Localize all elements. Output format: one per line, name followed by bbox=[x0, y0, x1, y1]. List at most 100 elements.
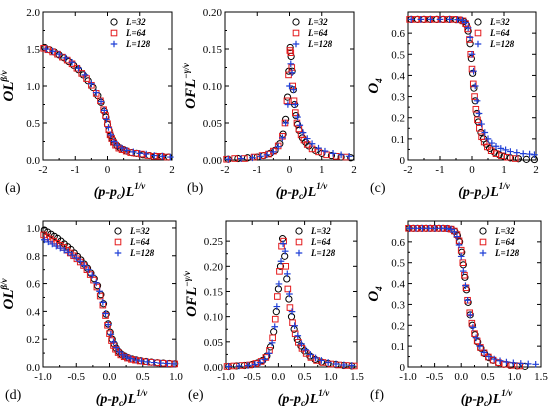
x-tick-label: 0.5 bbox=[136, 371, 150, 383]
data-point bbox=[469, 80, 477, 88]
data-point bbox=[113, 141, 121, 149]
y-tick-label: 0.1 bbox=[391, 134, 405, 146]
data-point bbox=[284, 101, 292, 108]
data-point bbox=[286, 290, 293, 298]
x-tick-label: 1.5 bbox=[350, 371, 364, 383]
data-point bbox=[407, 16, 415, 23]
x-tick-label: -0.5 bbox=[243, 371, 261, 383]
data-point bbox=[93, 283, 101, 291]
data-point bbox=[461, 271, 468, 279]
data-point bbox=[44, 46, 52, 54]
data-point bbox=[284, 285, 292, 293]
legend-marker bbox=[474, 18, 482, 26]
data-point bbox=[130, 148, 137, 156]
data-point bbox=[294, 332, 302, 340]
data-point bbox=[237, 155, 245, 162]
data-point bbox=[116, 348, 123, 356]
panel-label: (e) bbox=[188, 388, 204, 403]
data-point bbox=[112, 344, 120, 351]
data-point bbox=[164, 360, 171, 367]
data-point bbox=[235, 362, 243, 370]
data-point bbox=[75, 64, 82, 72]
data-point bbox=[102, 310, 109, 317]
legend-label: L=32 bbox=[489, 17, 510, 27]
legend-marker bbox=[110, 18, 118, 26]
x-tick-label: -0.5 bbox=[426, 371, 444, 383]
data-point bbox=[249, 154, 256, 162]
data-point bbox=[108, 337, 115, 344]
data-point bbox=[97, 98, 105, 105]
data-point bbox=[262, 354, 270, 361]
y-tick-label: 0.4 bbox=[26, 306, 40, 318]
data-point bbox=[464, 296, 471, 304]
y-tick-label: 1.0 bbox=[26, 81, 40, 93]
legend-marker bbox=[295, 249, 303, 257]
data-point bbox=[62, 54, 69, 62]
y-tick-label: 0.05 bbox=[204, 337, 224, 349]
legend-label: L=128 bbox=[307, 39, 333, 49]
legend-marker bbox=[114, 249, 122, 257]
data-point bbox=[224, 155, 232, 163]
y-axis-label: OLβ/ν bbox=[0, 69, 17, 101]
data-point bbox=[122, 147, 130, 155]
data-point bbox=[106, 330, 113, 337]
y-tick-label: 0.8 bbox=[26, 251, 40, 263]
data-point bbox=[282, 263, 290, 270]
legend-label: L=64 bbox=[489, 28, 510, 38]
legend-marker bbox=[292, 18, 300, 26]
x-tick-label: -1.0 bbox=[217, 371, 235, 383]
x-tick-label: 0.5 bbox=[481, 371, 495, 383]
data-point bbox=[302, 346, 309, 354]
data-point bbox=[291, 322, 298, 330]
y-tick-label: 0.5 bbox=[26, 118, 40, 130]
data-point bbox=[281, 247, 289, 255]
data-point bbox=[470, 84, 478, 92]
data-point bbox=[288, 69, 296, 76]
series-l-64 bbox=[223, 237, 358, 370]
data-point bbox=[510, 359, 517, 367]
data-point bbox=[231, 155, 238, 162]
x-axis-label: (p-pc)L1/ν bbox=[278, 388, 331, 408]
data-point bbox=[472, 105, 480, 113]
series-l-128 bbox=[407, 16, 538, 159]
data-point bbox=[427, 16, 434, 23]
y-tick-label: 0.00 bbox=[204, 362, 224, 374]
legend-label: L=128 bbox=[129, 248, 155, 258]
legend-marker bbox=[292, 40, 300, 48]
series-l-32 bbox=[41, 43, 173, 161]
data-point bbox=[270, 148, 277, 156]
legend-label: L=64 bbox=[129, 237, 150, 247]
data-point bbox=[142, 150, 150, 158]
data-point bbox=[110, 338, 117, 346]
data-point bbox=[286, 304, 294, 311]
series-l-128 bbox=[225, 240, 356, 370]
y-tick-label: 0.5 bbox=[391, 258, 405, 270]
data-point bbox=[170, 360, 178, 368]
series-l-128 bbox=[42, 45, 174, 161]
x-tick-label: 0.0 bbox=[272, 371, 286, 383]
y-tick-label: 0.2 bbox=[26, 334, 40, 346]
data-point bbox=[96, 292, 104, 300]
data-point bbox=[345, 153, 353, 160]
data-point bbox=[250, 153, 258, 161]
data-point bbox=[425, 225, 433, 232]
y-tick-label: 0.0 bbox=[26, 155, 40, 167]
y-axis-label: OFL−γ/ν bbox=[181, 62, 199, 109]
data-point bbox=[507, 148, 514, 155]
data-point bbox=[275, 280, 283, 288]
x-tick-label: -1 bbox=[253, 164, 262, 176]
panel-label: (a) bbox=[5, 181, 21, 196]
data-point bbox=[274, 293, 281, 300]
data-point bbox=[467, 54, 475, 63]
data-point bbox=[144, 152, 152, 159]
data-point bbox=[123, 353, 131, 361]
y-tick-label: 1.0 bbox=[26, 223, 40, 235]
data-point bbox=[417, 16, 425, 23]
data-point bbox=[347, 154, 355, 162]
data-point bbox=[531, 151, 538, 159]
legend: L=32L=64L=128 bbox=[295, 226, 336, 258]
data-point bbox=[332, 360, 340, 368]
legend-label: L=64 bbox=[125, 28, 146, 38]
y-tick-label: 0.2 bbox=[391, 320, 405, 332]
data-point bbox=[138, 357, 145, 365]
